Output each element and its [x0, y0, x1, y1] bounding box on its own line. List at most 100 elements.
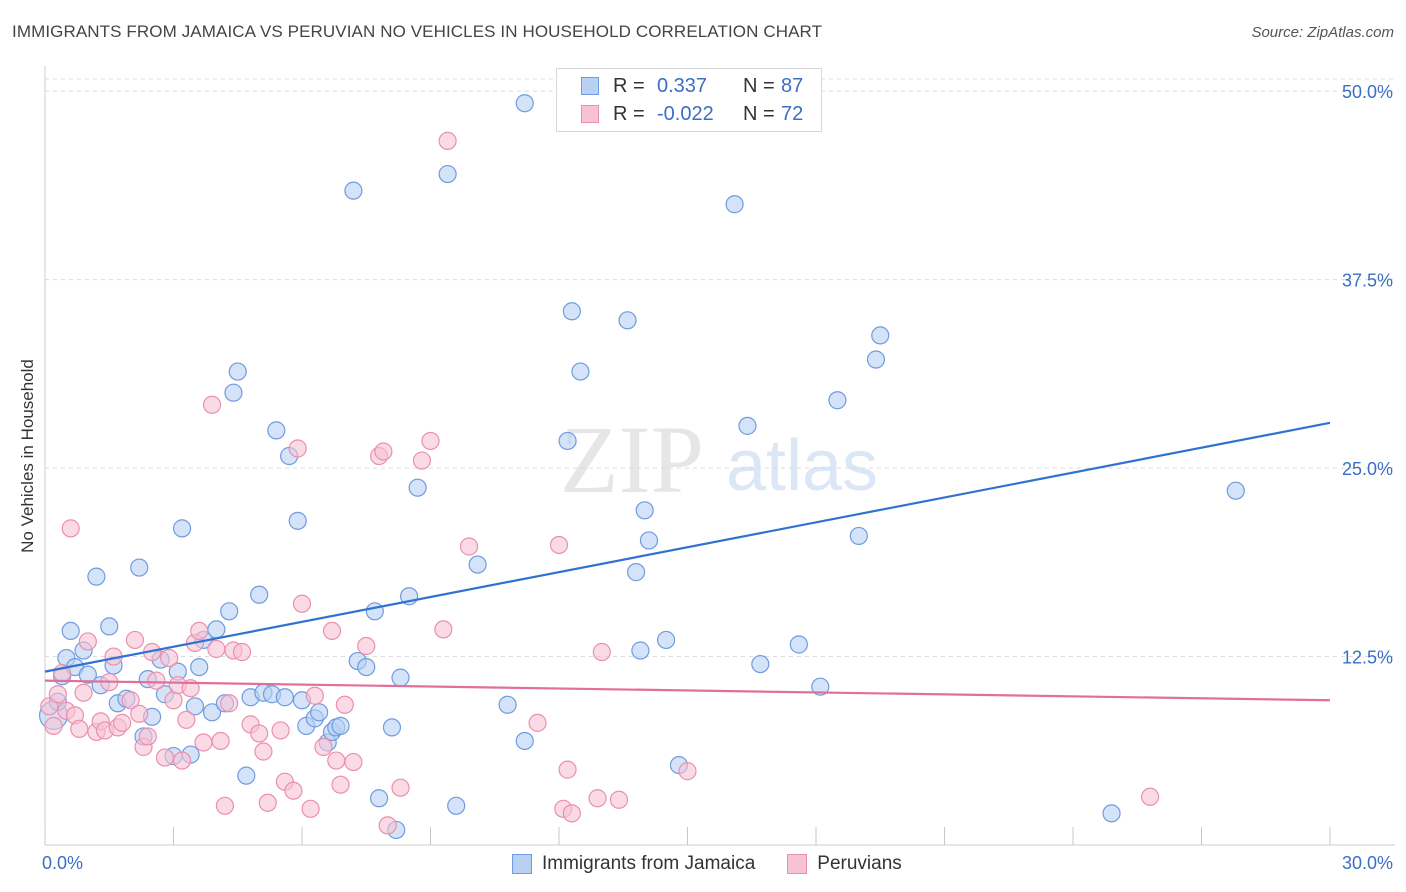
data-point-peruvian [215, 796, 234, 815]
data-point-peruvian [258, 793, 277, 812]
legend-n-label: N = [743, 102, 775, 125]
data-point-jamaica [267, 421, 286, 440]
data-point-jamaica [357, 657, 376, 677]
data-point-peruvian [220, 694, 239, 713]
data-point-peruvian [147, 671, 166, 690]
legend-n-value: 72 [781, 102, 804, 125]
data-point-jamaica [130, 558, 149, 577]
chart-title: IMMIGRANTS FROM JAMAICA VS PERUVIAN NO V… [12, 22, 823, 41]
data-point-jamaica [639, 531, 659, 550]
data-point-peruvian [292, 594, 312, 613]
y-tick-label: 50.0% [1342, 82, 1393, 102]
watermark-atlas: atlas [726, 426, 878, 506]
data-point-peruvian [78, 632, 97, 651]
data-point-peruvian [1140, 787, 1160, 806]
data-point-peruvian [588, 789, 607, 808]
data-point-jamaica [849, 526, 868, 546]
legend-n-label: N = [743, 74, 775, 97]
legend-item-peruvians[interactable]: Peruvians [787, 853, 902, 875]
data-point-peruvian [331, 775, 350, 794]
data-point-jamaica [310, 703, 329, 722]
trend-lines [44, 421, 1331, 702]
data-point-peruvian [284, 781, 303, 800]
data-point-jamaica [498, 695, 517, 714]
y-tick-label: 12.5% [1342, 648, 1393, 668]
data-point-jamaica [866, 350, 886, 369]
legend-r-value: 0.337 [657, 74, 708, 97]
data-point-peruvian [155, 748, 175, 767]
data-point-peruvian [194, 733, 213, 752]
data-point-jamaica [365, 602, 384, 621]
data-point-peruvian [678, 762, 697, 781]
data-point-peruvian [412, 451, 432, 470]
data-point-peruvian [271, 721, 290, 740]
data-point-peruvian [232, 642, 252, 662]
data-point-jamaica [738, 416, 757, 435]
trend-line-jamaica [44, 421, 1331, 673]
data-point-peruvian [314, 737, 333, 757]
data-point-jamaica [408, 478, 427, 497]
data-point-peruvian [322, 621, 342, 641]
data-point-jamaica [558, 431, 577, 451]
data-point-peruvian [172, 751, 192, 770]
legend-r-label: R = [613, 74, 645, 97]
data-points [38, 94, 1245, 840]
series-legend: Immigrants from Jamaica Peruvians [512, 853, 934, 875]
data-point-peruvian [459, 537, 479, 556]
data-point-jamaica [185, 697, 205, 716]
data-point-peruvian [202, 395, 222, 414]
data-point-peruvian [374, 442, 393, 461]
data-point-peruvian [288, 439, 307, 458]
data-point-jamaica [515, 94, 534, 113]
data-point-jamaica [656, 630, 676, 650]
data-point-peruvian [391, 778, 410, 797]
data-point-peruvian [434, 620, 453, 639]
data-point-jamaica [288, 511, 307, 530]
data-point-peruvian [528, 713, 547, 732]
data-point-peruvian [421, 431, 440, 451]
data-point-peruvian [190, 621, 209, 641]
data-point-jamaica [172, 519, 192, 538]
legend-swatch-blue [581, 77, 599, 95]
data-point-jamaica [562, 302, 581, 321]
x-tick-label: 0.0% [42, 853, 83, 873]
legend-item-jamaica[interactable]: Immigrants from Jamaica [512, 853, 755, 875]
data-point-jamaica [202, 703, 222, 722]
data-point-peruvian [61, 519, 80, 538]
data-point-peruvian [138, 727, 157, 746]
data-point-jamaica [100, 617, 119, 636]
data-point-peruvian [74, 683, 93, 702]
data-point-jamaica [87, 567, 106, 586]
axes [44, 66, 1395, 846]
data-point-jamaica [635, 501, 654, 520]
data-point-peruvian [48, 685, 67, 704]
data-point-jamaica [190, 657, 209, 677]
data-point-jamaica [344, 181, 363, 200]
data-point-peruvian [130, 704, 149, 723]
watermark: ZIP atlas [560, 406, 878, 513]
data-point-jamaica [224, 383, 243, 402]
data-point-peruvian [305, 686, 324, 705]
data-point-peruvian [250, 724, 269, 743]
data-point-peruvian [112, 713, 132, 732]
data-point-peruvian [160, 648, 179, 668]
data-point-jamaica [382, 718, 402, 737]
data-point-jamaica [626, 563, 646, 582]
data-point-jamaica [391, 668, 410, 687]
data-point-jamaica [789, 635, 808, 654]
data-point-peruvian [558, 760, 577, 779]
data-point-jamaica [811, 677, 830, 696]
correlation-legend: R = 0.337 N = 87 R = -0.022 N = 72 [556, 68, 822, 132]
legend-swatch-blue [512, 854, 532, 874]
data-point-jamaica [78, 665, 97, 684]
data-point-jamaica [828, 391, 847, 410]
data-point-jamaica [1102, 804, 1121, 823]
y-tick-label: 25.0% [1342, 459, 1393, 479]
data-point-jamaica [207, 620, 226, 639]
data-point-jamaica [631, 641, 650, 660]
watermark-zip: ZIP [560, 406, 704, 513]
data-point-jamaica [331, 716, 350, 735]
tick-labels: 12.5% 25.0% 37.5% 50.0% 0.0% 30.0% [42, 82, 1393, 873]
data-point-jamaica [250, 585, 269, 604]
